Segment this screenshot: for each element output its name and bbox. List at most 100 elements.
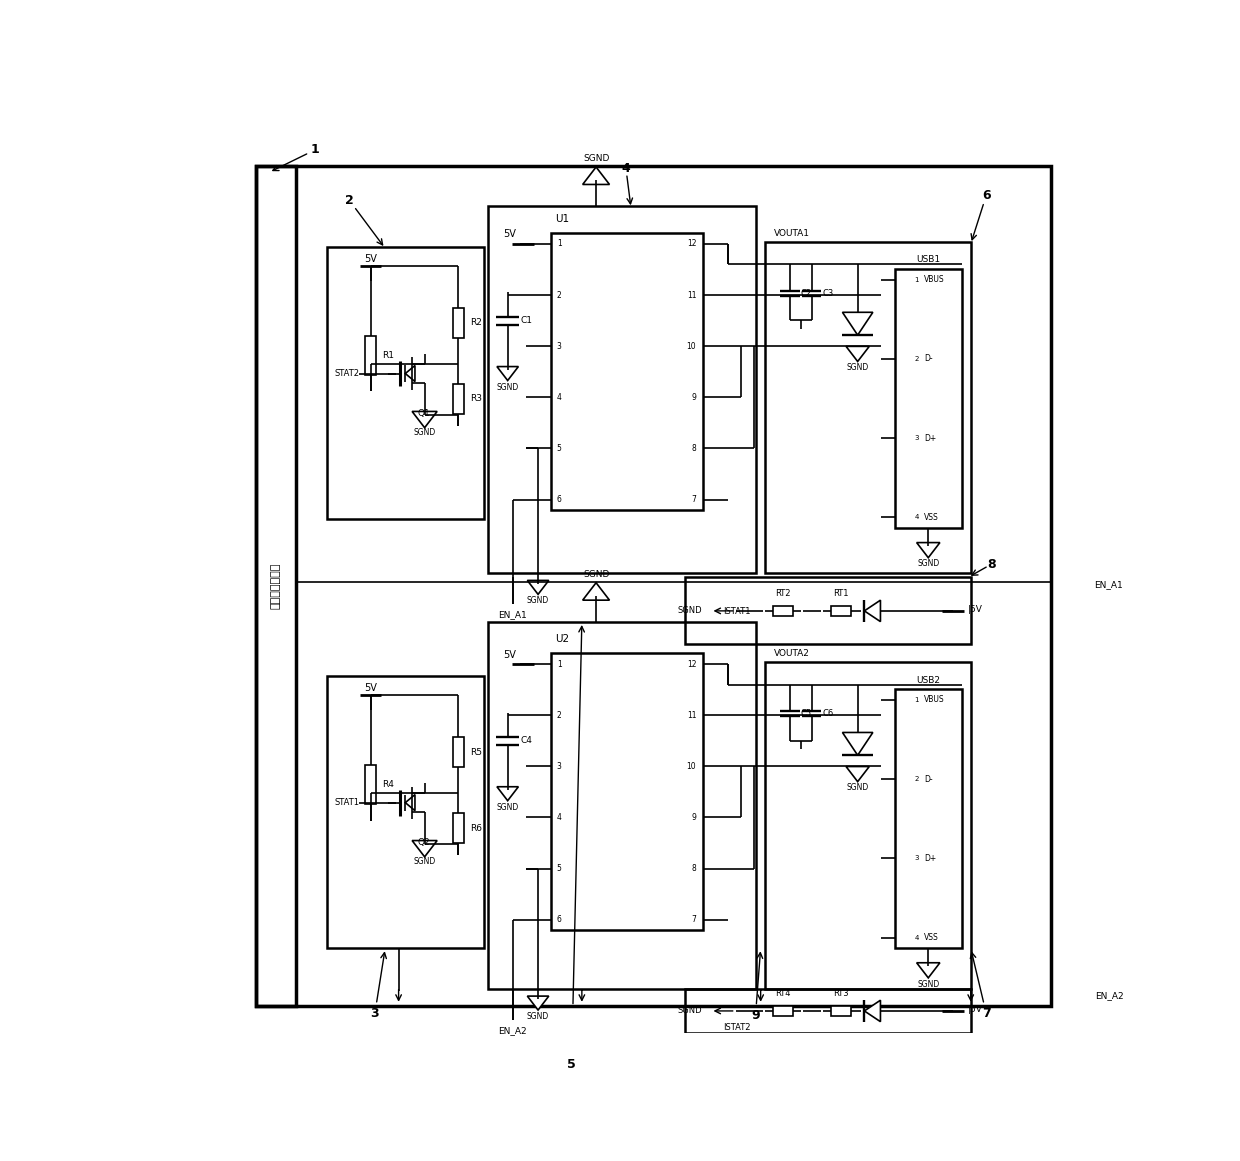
Polygon shape: [583, 583, 610, 600]
Text: U2: U2: [556, 634, 569, 644]
Text: SGND: SGND: [847, 784, 869, 793]
Text: 9: 9: [692, 813, 697, 822]
Polygon shape: [405, 366, 415, 382]
Text: SGND: SGND: [847, 363, 869, 373]
Text: VBUS: VBUS: [924, 695, 945, 705]
Polygon shape: [412, 411, 438, 427]
Bar: [831, 1007, 851, 1016]
Text: USB1: USB1: [916, 255, 940, 265]
Text: 9: 9: [751, 1009, 760, 1022]
Text: 2: 2: [914, 776, 919, 783]
Text: STAT2: STAT2: [335, 369, 360, 378]
Text: 1: 1: [914, 276, 919, 282]
Text: RT3: RT3: [833, 989, 849, 998]
Text: ISTAT2: ISTAT2: [723, 1023, 750, 1032]
Bar: [765, 662, 971, 989]
Text: 8: 8: [692, 444, 697, 453]
Text: 7: 7: [692, 915, 697, 924]
Bar: [366, 336, 376, 375]
Text: 5V: 5V: [503, 230, 516, 239]
Text: |5V: |5V: [968, 1004, 983, 1014]
Text: SGND: SGND: [496, 383, 518, 392]
Text: USB2: USB2: [916, 676, 940, 685]
Text: 5V: 5V: [365, 683, 377, 693]
Bar: [453, 384, 464, 413]
Text: RT2: RT2: [775, 590, 791, 598]
Text: STAT1: STAT1: [335, 798, 360, 807]
Text: 6: 6: [557, 495, 562, 504]
Text: 申请号转换电路: 申请号转换电路: [270, 563, 280, 610]
Polygon shape: [527, 996, 549, 1010]
Text: 10: 10: [687, 341, 697, 351]
Text: 12: 12: [687, 659, 697, 669]
Text: ISTAT1: ISTAT1: [723, 607, 750, 615]
Text: 3: 3: [371, 1007, 379, 1019]
Text: 5V: 5V: [503, 650, 516, 659]
Bar: [774, 1007, 792, 1016]
Text: D+: D+: [924, 434, 936, 442]
Bar: [453, 737, 464, 766]
Text: 2: 2: [557, 290, 562, 300]
Bar: [551, 654, 703, 930]
Text: SGND: SGND: [678, 1007, 703, 1016]
Text: Q2: Q2: [418, 838, 430, 848]
Polygon shape: [842, 312, 873, 336]
Text: RT4: RT4: [775, 989, 791, 998]
Text: R6: R6: [470, 823, 482, 832]
Polygon shape: [846, 766, 869, 781]
Bar: [831, 606, 851, 615]
Text: 6: 6: [557, 915, 562, 924]
Text: SGND: SGND: [918, 980, 940, 989]
Text: EN_A1: EN_A1: [498, 611, 527, 620]
Text: C5: C5: [801, 709, 812, 719]
Text: 1: 1: [557, 239, 562, 248]
Text: 4: 4: [914, 935, 919, 940]
Text: 5V: 5V: [365, 254, 377, 264]
Text: SGND: SGND: [413, 857, 435, 866]
Text: D-: D-: [924, 354, 932, 363]
Text: 11: 11: [687, 711, 697, 720]
Text: VSS: VSS: [924, 513, 939, 522]
Text: SGND: SGND: [527, 1012, 549, 1021]
Text: C6: C6: [822, 709, 833, 719]
Text: 10: 10: [687, 762, 697, 771]
Bar: [327, 246, 484, 519]
Text: C2: C2: [801, 289, 812, 298]
Text: SGND: SGND: [496, 803, 518, 813]
Text: 2: 2: [345, 194, 353, 207]
Text: EN_A2: EN_A2: [1095, 991, 1123, 1001]
Text: 3: 3: [914, 856, 919, 861]
Polygon shape: [405, 794, 415, 810]
Text: R4: R4: [382, 780, 394, 789]
Text: SGND: SGND: [918, 560, 940, 569]
Polygon shape: [842, 733, 873, 756]
Bar: [895, 269, 962, 528]
Bar: [453, 814, 464, 843]
Text: 3: 3: [557, 762, 562, 771]
Text: 1: 1: [914, 697, 919, 702]
Text: VBUS: VBUS: [924, 275, 945, 284]
Text: 2: 2: [914, 356, 919, 362]
Text: 5: 5: [557, 444, 562, 453]
Bar: [774, 606, 792, 615]
Polygon shape: [846, 346, 869, 361]
Bar: [255, 166, 296, 1007]
Polygon shape: [864, 600, 880, 621]
Bar: [453, 308, 464, 338]
Polygon shape: [864, 1001, 880, 1022]
Text: VOUTA2: VOUTA2: [774, 649, 810, 658]
Text: 4: 4: [621, 161, 630, 174]
Text: VSS: VSS: [924, 933, 939, 942]
Text: 9: 9: [692, 392, 697, 402]
Text: 5: 5: [567, 1058, 575, 1070]
Text: |5V: |5V: [968, 605, 983, 614]
Text: SGND: SGND: [583, 570, 609, 579]
Polygon shape: [412, 841, 438, 857]
Text: VOUTA1: VOUTA1: [774, 229, 810, 238]
Text: R5: R5: [470, 748, 482, 757]
Text: SGND: SGND: [413, 427, 435, 437]
Text: U1: U1: [556, 215, 569, 224]
Text: 1: 1: [557, 659, 562, 669]
Polygon shape: [497, 787, 518, 801]
Polygon shape: [527, 580, 549, 594]
